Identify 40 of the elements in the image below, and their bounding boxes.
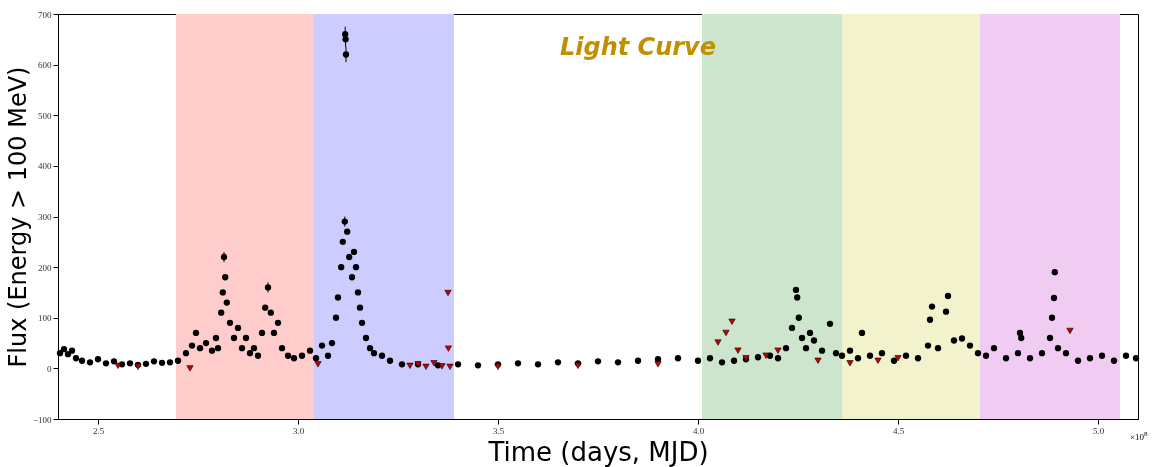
point: [722, 329, 730, 336]
y-tick-label: 200: [38, 262, 52, 273]
point: [314, 361, 322, 368]
point: [422, 363, 430, 370]
point: [114, 362, 122, 369]
y-tick-label: 400: [38, 161, 52, 172]
y-axis-title: Flux (Energy > 100 MeV): [3, 66, 32, 368]
x-tick-label: 3.5: [492, 425, 505, 436]
y-tick-label: 600: [38, 60, 52, 71]
point: [430, 360, 438, 367]
y-tick-label: 100: [38, 313, 52, 324]
text: Light Curve: [559, 33, 717, 61]
y-tick-label: 0: [47, 363, 52, 374]
point: [762, 352, 770, 359]
point: [734, 347, 742, 354]
point: [438, 363, 446, 370]
point: [654, 361, 662, 368]
point: [814, 357, 822, 364]
point: [774, 347, 782, 354]
x-axis-title: Time (days, MJD): [487, 436, 709, 467]
point: [714, 339, 722, 346]
x-tick-label: 2.5: [92, 425, 105, 436]
x-tick-label: 3.0: [292, 425, 305, 436]
point: [846, 360, 854, 367]
point: [444, 345, 452, 352]
point: [874, 357, 882, 364]
y-tick-label: 300: [38, 212, 52, 222]
x-tick-label: 5.0: [1092, 425, 1105, 436]
y-tick-label: −100: [32, 414, 52, 425]
y-tick-label: 500: [38, 110, 52, 121]
point: [446, 363, 454, 370]
x-tick-label: 4.5: [892, 425, 905, 436]
y-tick-label: 700: [38, 9, 52, 20]
point: [894, 355, 902, 362]
point: [1066, 327, 1074, 334]
point: [406, 362, 414, 369]
point: [186, 365, 194, 372]
point: [728, 318, 736, 325]
x-tick-label: 4.0: [692, 425, 705, 436]
point: [444, 289, 452, 296]
